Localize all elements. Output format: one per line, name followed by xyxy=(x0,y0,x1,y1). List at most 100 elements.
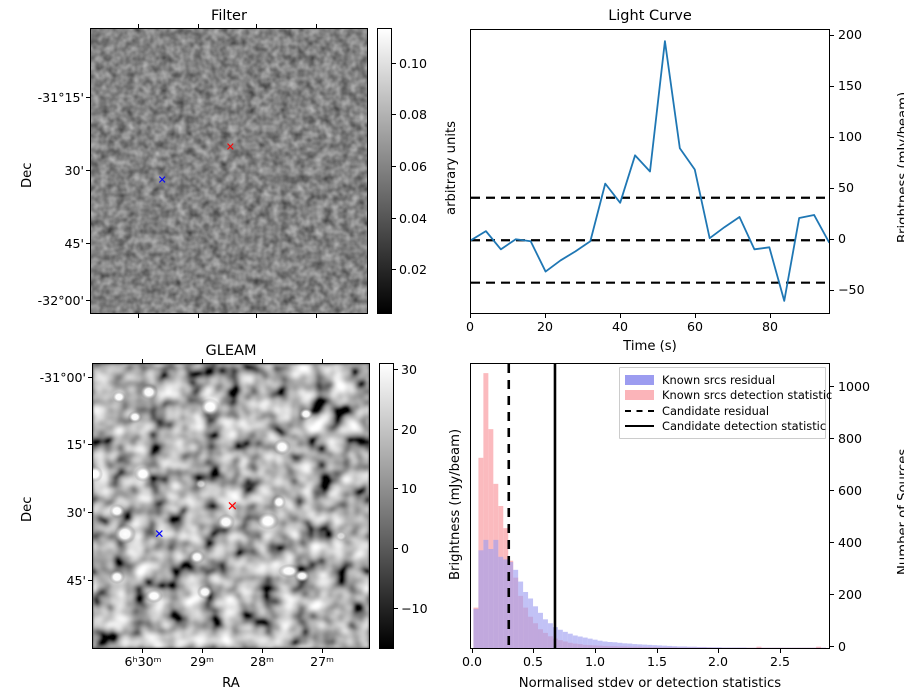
lc-ylabel: Brightness (mJy/beam) xyxy=(896,91,904,243)
gleam-colorbar-label: Brightness (mJy/beam) xyxy=(448,428,463,580)
filter-xtick-0 xyxy=(138,314,140,318)
hist-xtick-0 xyxy=(472,649,474,653)
lc-xtick-1 xyxy=(545,314,547,318)
legend-label-2: Candidate residual xyxy=(662,403,769,418)
filter-ylabel: Dec xyxy=(20,162,35,188)
legend-entry-candidate-detection-statistic: Candidate detection statistic xyxy=(625,419,826,435)
hist-ytick-3 xyxy=(830,490,834,492)
gleam-panel-title: GLEAM xyxy=(205,343,257,359)
lc-ytick-0 xyxy=(830,289,834,291)
hist-ytick-1 xyxy=(830,594,834,596)
lc-xtick-label-0: 0 xyxy=(465,319,474,334)
lc-xtick-label-1: 20 xyxy=(536,319,554,334)
lc-xtick-2 xyxy=(620,314,622,318)
gleam-cbar-label-3: 0 xyxy=(401,541,410,556)
gleam-xtick-3 xyxy=(322,649,324,653)
gleam-xtick-top-2 xyxy=(262,359,264,363)
legend-label-1: Known srcs detection statistic xyxy=(662,388,833,403)
hist-xtick-label-3: 1.5 xyxy=(646,654,668,669)
legend-swatch-pink xyxy=(625,390,654,401)
filter-ytick-2 xyxy=(86,243,90,245)
filter-colorbar-label: arbitrary units xyxy=(444,120,459,215)
lc-ytick-label-2: 50 xyxy=(838,180,855,195)
legend-line-solid xyxy=(625,425,654,428)
gleam-cbar-label-1: 20 xyxy=(401,422,418,437)
gleam-xtick-0 xyxy=(142,649,144,653)
light-curve-plot xyxy=(471,40,829,302)
gleam-cbar-tick-1 xyxy=(394,429,398,431)
gleam-xtick-label-1: 29ᵐ xyxy=(190,654,214,669)
legend-line-dashed xyxy=(625,409,654,412)
hist-ytick-label-2: 400 xyxy=(838,535,863,550)
hist-xtick-5 xyxy=(780,649,782,653)
gleam-xtick-label-0: 6ʰ30ᵐ xyxy=(124,654,162,669)
hist-ytick-label-4: 800 xyxy=(838,431,863,446)
light-curve-series xyxy=(471,40,829,302)
lc-xlabel: Time (s) xyxy=(623,339,677,354)
gleam-cbar-tick-0 xyxy=(394,369,398,371)
gleam-xtick-label-2: 28ᵐ xyxy=(250,654,274,669)
legend-entry-candidate-residual: Candidate residual xyxy=(625,403,820,419)
filter-xtick-3 xyxy=(316,314,318,318)
filter-ytick-label-0: -31°15' xyxy=(37,90,84,105)
lc-ytick-label-3: 100 xyxy=(838,129,863,144)
gleam-cbar-tick-4 xyxy=(394,608,398,610)
lc-xtick-label-2: 40 xyxy=(611,319,629,334)
gleam-xtick-top-1 xyxy=(202,359,204,363)
light-curve-axes xyxy=(470,29,830,314)
filter-xtick-2 xyxy=(256,314,258,318)
lc-xtick-label-3: 60 xyxy=(686,319,704,334)
filter-cbar-label-0: 0.10 xyxy=(399,56,428,71)
legend-entry-known-srcs-residual: Known srcs residual xyxy=(625,372,820,388)
gleam-xlabel: RA xyxy=(222,676,240,691)
filter-ytick-label-1: 30' xyxy=(64,163,85,178)
gleam-point-sources xyxy=(93,384,347,603)
hist-xtick-2 xyxy=(595,649,597,653)
hist-xtick-label-2: 1.0 xyxy=(584,654,606,669)
lc-xtick-label-4: 80 xyxy=(761,319,779,334)
lc-ytick-2 xyxy=(830,187,834,189)
filter-colorbar xyxy=(377,28,392,314)
gleam-xtick-top-0 xyxy=(142,359,144,363)
lc-xtick-3 xyxy=(695,314,697,318)
lc-xtick-0 xyxy=(470,314,472,318)
hist-ytick-0 xyxy=(830,646,834,648)
gleam-cbar-label-2: 10 xyxy=(401,481,418,496)
gleam-sky-map xyxy=(93,364,369,648)
filter-cbar-tick-0 xyxy=(392,63,396,65)
gleam-image: ✕ ✕ xyxy=(92,363,370,649)
gleam-cbar-label-4: −10 xyxy=(401,601,428,616)
hist-ylabel: Number of Sources xyxy=(896,448,904,575)
filter-cbar-label-4: 0.02 xyxy=(399,262,428,277)
hist-ytick-2 xyxy=(830,542,834,544)
hist-xtick-label-4: 2.0 xyxy=(707,654,729,669)
hist-xtick-label-5: 2.5 xyxy=(769,654,791,669)
gleam-xtick-label-3: 27ᵐ xyxy=(310,654,334,669)
gleam-cbar-tick-2 xyxy=(394,488,398,490)
histogram-legend: Known srcs residual Known srcs detection… xyxy=(619,367,832,439)
filter-ytick-label-3: -32°00' xyxy=(37,293,84,308)
histogram-bars xyxy=(473,539,826,648)
filter-xtick-top-3 xyxy=(316,24,318,28)
histogram-plot xyxy=(473,364,826,648)
gleam-cbar-tick-3 xyxy=(394,548,398,550)
hist-xtick-3 xyxy=(657,649,659,653)
gleam-xtick-2 xyxy=(262,649,264,653)
legend-swatch-blue xyxy=(625,374,654,385)
filter-image: ✕ ✕ xyxy=(90,28,368,314)
filter-xtick-top-2 xyxy=(256,24,258,28)
lc-ytick-label-5: 200 xyxy=(838,27,863,42)
legend-label-3: Candidate detection statistic xyxy=(662,419,827,434)
gleam-xtick-1 xyxy=(202,649,204,653)
filter-cbar-label-2: 0.06 xyxy=(399,159,428,174)
filter-ytick-3 xyxy=(86,300,90,302)
hist-xlabel: Normalised stdev or detection statistics xyxy=(518,676,782,691)
gleam-ylabel: Dec xyxy=(20,496,35,522)
gleam-ytick-0 xyxy=(88,377,92,379)
filter-xtick-top-1 xyxy=(198,24,200,28)
filter-cbar-tick-1 xyxy=(392,114,396,116)
lc-ytick-3 xyxy=(830,136,834,138)
filter-cbar-tick-2 xyxy=(392,166,396,168)
hist-ytick-label-3: 600 xyxy=(838,483,863,498)
